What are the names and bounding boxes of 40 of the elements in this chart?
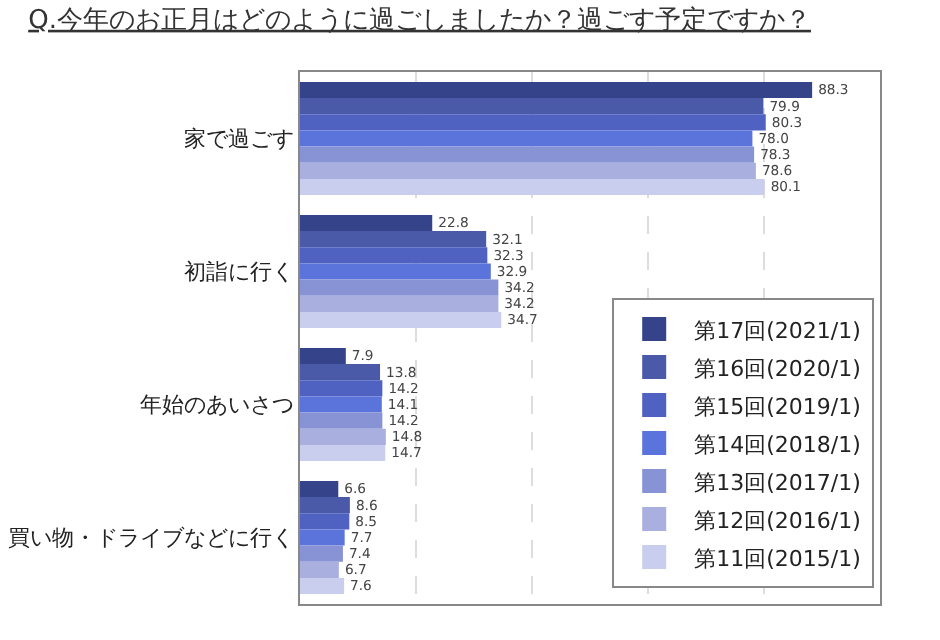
y-tick-label: 買い物・ドライブなどに行く <box>7 525 294 552</box>
bar <box>300 347 346 365</box>
bar <box>300 214 433 232</box>
bar <box>300 114 766 131</box>
y-tick-label: 年始のあいさつ <box>139 392 294 419</box>
bar <box>300 545 343 562</box>
bar <box>300 162 756 179</box>
bar <box>300 130 753 147</box>
y-tick-label: 初詣に行く <box>183 259 294 286</box>
bar <box>300 513 350 530</box>
bar <box>300 412 383 429</box>
bar <box>300 295 499 312</box>
bar <box>300 146 755 163</box>
legend-label: 第14回(2018/1) <box>694 431 861 458</box>
bar <box>300 444 386 462</box>
bar <box>300 364 381 381</box>
bar <box>300 380 383 397</box>
legend-label: 第16回(2020/1) <box>694 355 861 382</box>
bar <box>300 279 499 296</box>
legend-label: 第11回(2015/1) <box>694 545 861 572</box>
bar <box>300 81 813 99</box>
bar <box>300 178 765 196</box>
bar <box>300 529 345 546</box>
bar <box>300 561 339 578</box>
bar <box>300 428 386 445</box>
bar <box>300 231 487 248</box>
bar <box>300 577 345 595</box>
bar <box>300 247 488 264</box>
legend-label: 第13回(2017/1) <box>694 469 861 496</box>
legend-label: 第17回(2021/1) <box>694 317 861 344</box>
bar <box>300 98 764 115</box>
bar <box>300 311 502 329</box>
legend-label: 第12回(2016/1) <box>694 507 861 534</box>
bar <box>300 396 382 413</box>
bar <box>300 263 491 280</box>
bar <box>300 480 339 498</box>
y-tick-label: 家で過ごす <box>183 126 294 153</box>
bar <box>300 497 350 514</box>
legend-label: 第15回(2019/1) <box>694 393 861 420</box>
chart-title: Q.今年のお正月はどのように過ごしましたか？過ごす予定ですか？ <box>28 5 811 36</box>
